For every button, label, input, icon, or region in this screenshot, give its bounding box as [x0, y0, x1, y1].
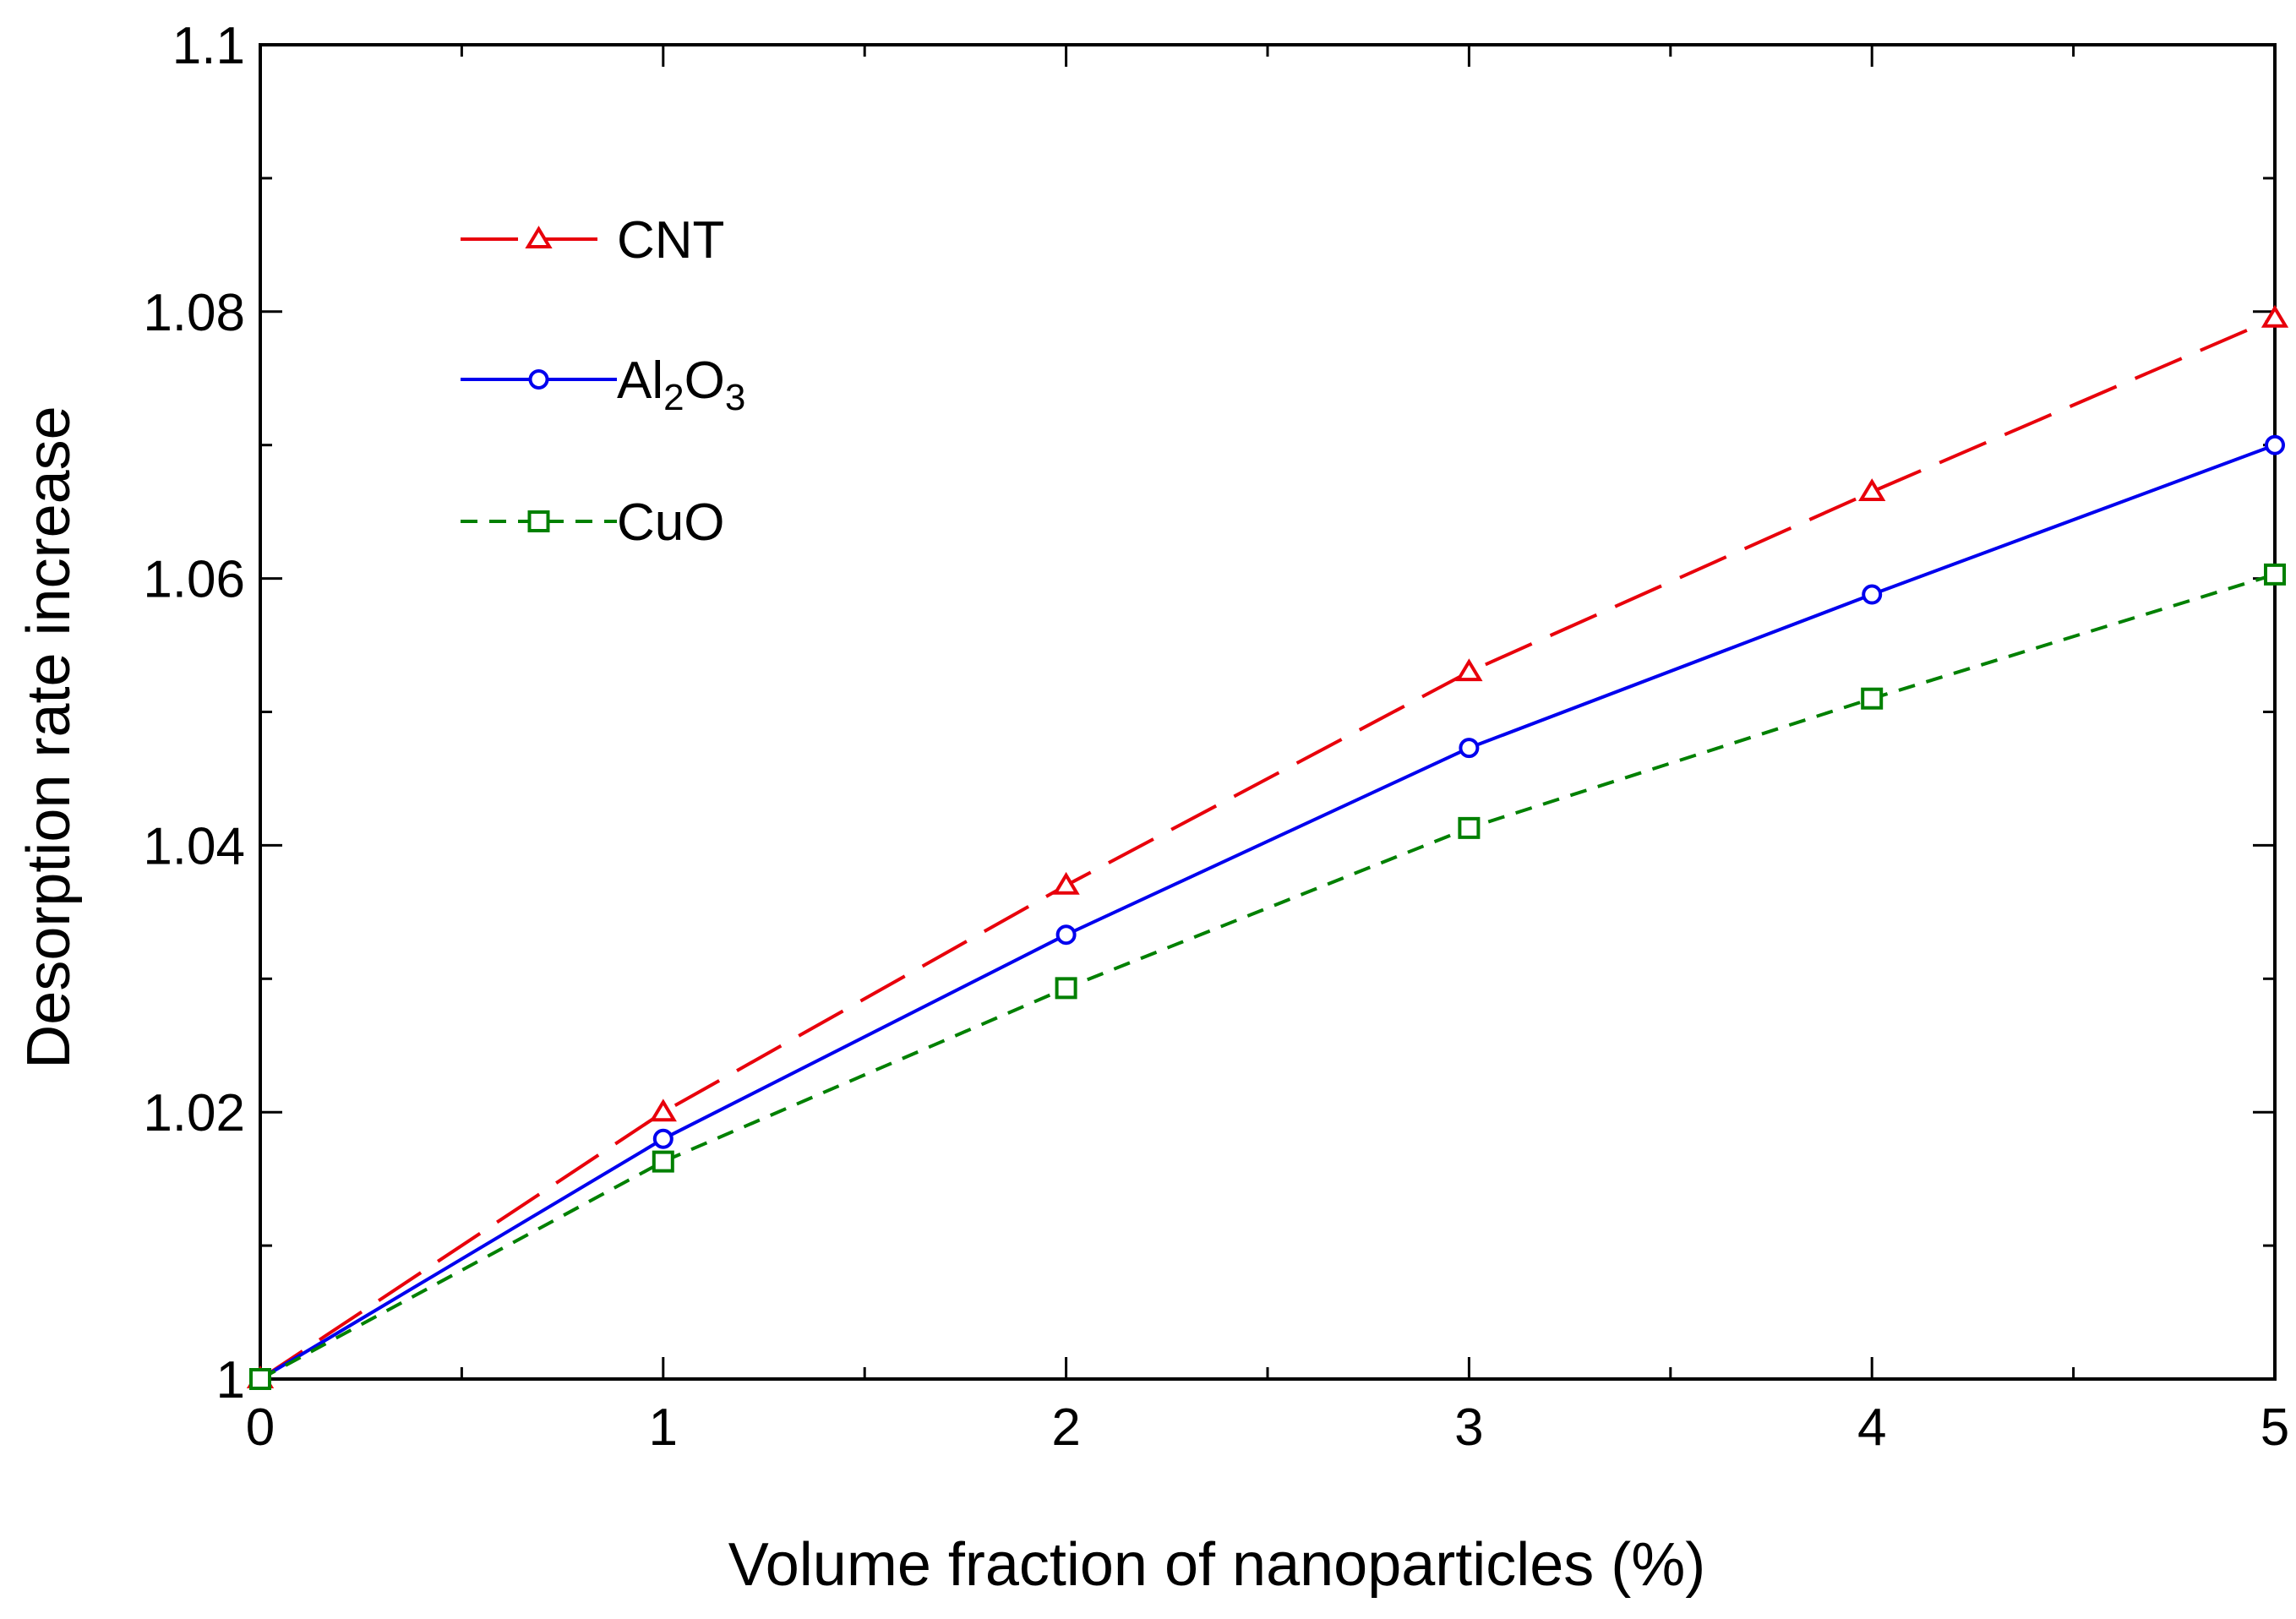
y-tick-label: 1.08	[143, 284, 245, 342]
data-point-square	[1861, 687, 1884, 710]
data-point-circle	[1055, 924, 1077, 946]
series-al2o3	[250, 434, 2285, 1389]
series-line-cnt	[259, 316, 2276, 1381]
y-axis-label: Desorption rate increase	[15, 406, 83, 1068]
legend-label-al2o3-mid: O	[684, 352, 725, 410]
data-point-circle	[1459, 738, 1480, 759]
data-point-circle	[1862, 584, 1883, 605]
y-tick-label: 1.06	[143, 551, 245, 609]
x-tick-label: 1	[649, 1398, 678, 1457]
y-tick-label: 1.04	[143, 817, 245, 875]
data-point-square	[2264, 563, 2286, 586]
data-point-circle	[2265, 434, 2285, 455]
legend-label-al2o3-subscript-2: 2	[663, 377, 684, 418]
series-line-cuo	[259, 572, 2276, 1381]
series-cuo	[249, 563, 2286, 1390]
legend-entry-cuo: CuO	[461, 493, 724, 552]
y-tick-label: 1.1	[172, 17, 245, 75]
legend: CNT Al2O3 CuO	[461, 211, 745, 552]
data-point-square	[1458, 816, 1481, 839]
series-layer	[246, 304, 2289, 1390]
data-point-square	[249, 1368, 271, 1390]
x-tick-label: 4	[1857, 1398, 1886, 1457]
legend-entry-al2o3: Al2O3	[461, 352, 745, 418]
x-axis-tick-labels: 0 1 2 3 4 5	[246, 1398, 2289, 1457]
legend-marker-square	[527, 510, 550, 532]
legend-label-al2o3-subscript-3: 3	[725, 377, 745, 418]
legend-marker-triangle	[525, 226, 553, 248]
legend-marker-circle	[528, 369, 549, 390]
x-tick-label: 2	[1051, 1398, 1080, 1457]
x-axis-label: Volume fraction of nanoparticles (%)	[728, 1531, 1706, 1599]
legend-label-cuo: CuO	[617, 493, 724, 552]
legend-label-al2o3-main: Al	[617, 352, 663, 410]
legend-entry-cnt: CNT	[461, 211, 724, 270]
data-point-triangle	[1455, 658, 1483, 682]
x-tick-label: 5	[2261, 1398, 2289, 1457]
y-tick-label: 1	[216, 1351, 245, 1409]
data-point-circle	[652, 1128, 674, 1149]
data-point-square	[1055, 977, 1077, 1000]
data-point-triangle	[1052, 871, 1080, 895]
data-point-triangle	[2261, 304, 2289, 328]
x-tick-label: 0	[246, 1398, 275, 1457]
data-point-triangle	[1858, 478, 1886, 501]
x-tick-label: 3	[1454, 1398, 1483, 1457]
data-point-square	[652, 1150, 674, 1173]
legend-label-al2o3: Al2O3	[617, 352, 745, 418]
y-tick-label: 1.02	[143, 1084, 245, 1142]
data-point-triangle	[649, 1098, 677, 1122]
y-axis-tick-labels: 1 1.02 1.04 1.06 1.08 1.1	[143, 17, 245, 1409]
series-line-al2o3	[259, 443, 2276, 1381]
legend-label-cnt: CNT	[617, 211, 724, 270]
